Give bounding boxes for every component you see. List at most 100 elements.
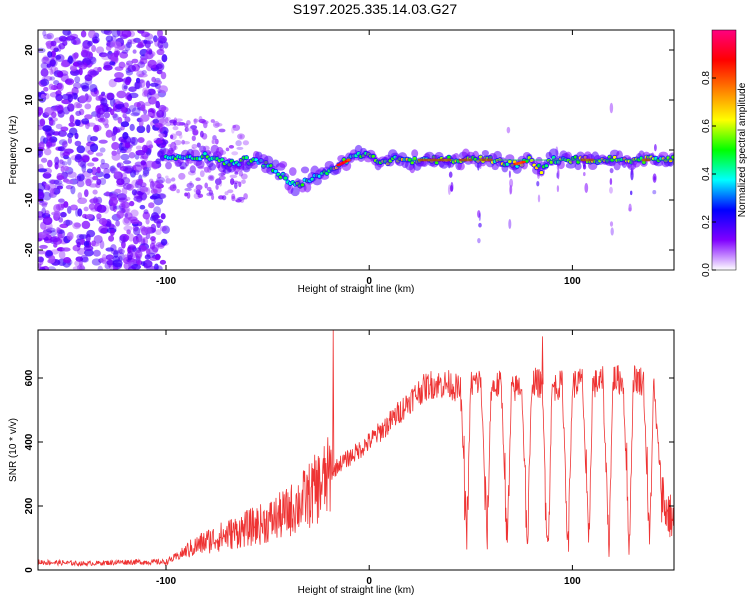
heatmap-cell [59, 149, 65, 159]
heatmap-cell [123, 212, 129, 218]
heatmap-cell [48, 254, 56, 264]
heatmap-cell [218, 195, 224, 200]
heatmap-cell [73, 82, 82, 89]
heatmap-cell [72, 39, 77, 45]
heatmap-cell [89, 56, 97, 65]
heatmap-cell [63, 106, 70, 115]
heatmap-cell [38, 263, 42, 269]
heatmap-cell [193, 188, 199, 193]
y-tick-label: -20 [24, 242, 35, 257]
heatmap-cell [60, 144, 67, 152]
heatmap-cell [290, 187, 300, 197]
heatmap-cell [99, 147, 106, 153]
heatmap-cell [150, 236, 156, 242]
heatmap-cell [240, 173, 248, 180]
heatmap-cell [184, 123, 189, 128]
heatmap-cell [137, 137, 145, 143]
heatmap-cell [95, 112, 100, 122]
heatmap-cell [220, 158, 224, 162]
heatmap-cell [145, 232, 151, 240]
heatmap-cell [133, 102, 141, 108]
heatmap-cell [68, 122, 76, 127]
heatmap-cell [142, 237, 149, 246]
heatmap-cell [136, 70, 145, 78]
heatmap-cell [160, 238, 168, 246]
heatmap-cell [478, 212, 481, 222]
heatmap-cell [92, 249, 101, 257]
heatmap-cell [40, 78, 50, 87]
heatmap-cell [193, 118, 199, 123]
snr-series-line [38, 330, 674, 568]
heatmap-cell [122, 183, 132, 190]
heatmap-cell [113, 171, 123, 180]
heatmap-cell [56, 83, 63, 90]
heatmap-cell [76, 175, 82, 182]
heatmap-cell [160, 213, 166, 220]
heatmap-cell [165, 178, 172, 184]
heatmap-cell [157, 40, 164, 49]
x-tick-label: 0 [366, 276, 372, 287]
heatmap-cell [49, 179, 60, 185]
heatmap-cell [128, 86, 137, 92]
heatmap-cell [457, 162, 465, 171]
heatmap-cell [80, 238, 86, 246]
heatmap-cell [103, 30, 113, 36]
heatmap-cell [43, 92, 50, 100]
heatmap-cell [73, 101, 81, 109]
heatmap-cell [126, 60, 133, 66]
heatmap-cell [231, 126, 235, 134]
heatmap-cell [144, 226, 153, 235]
heatmap-cell [574, 162, 582, 171]
heatmap-cell [539, 171, 544, 175]
heatmap-cell [86, 162, 95, 167]
heatmap-cell [557, 168, 560, 180]
heatmap-cell [65, 185, 73, 190]
heatmap-cell [199, 170, 205, 178]
heatmap-cell [630, 190, 633, 196]
heatmap-cell [150, 188, 158, 195]
heatmap-cell [127, 266, 137, 270]
heatmap-cell [108, 197, 119, 206]
heatmap-cell [110, 229, 115, 236]
heatmap-cell [55, 93, 63, 102]
heatmap-cell [39, 266, 46, 270]
heatmap-cell [203, 166, 210, 173]
heatmap-cell [160, 106, 169, 113]
heatmap-cell [184, 127, 189, 132]
heatmap-cell [113, 77, 124, 83]
heatmap-cell [80, 160, 87, 169]
y-tick-label: 0 [24, 147, 35, 153]
heatmap-cell [230, 178, 235, 186]
heatmap-cell [229, 174, 238, 179]
heatmap-cell [195, 189, 201, 195]
heatmap-cell [129, 38, 137, 45]
heatmap-cell [161, 54, 168, 63]
heatmap-cell [65, 179, 74, 185]
heatmap-cell [153, 218, 164, 224]
heatmap-cell [236, 146, 244, 150]
heatmap-cell [242, 140, 250, 146]
heatmap-cell [139, 187, 149, 193]
heatmap-cell [96, 178, 102, 186]
heatmap-cell [283, 176, 288, 180]
heatmap-cell [49, 44, 58, 51]
heatmap-cell [119, 233, 130, 242]
heatmap-cell [83, 189, 89, 197]
heatmap-cell [156, 173, 162, 179]
heatmap-cell [105, 92, 114, 101]
heatmap-cell [41, 207, 47, 216]
heatmap-cell [163, 41, 169, 49]
heatmap-cell [102, 117, 109, 126]
heatmap-cell [55, 55, 62, 60]
snr-y-ticks: 0 200 400 600 [24, 369, 674, 573]
heatmap-cell [118, 197, 128, 203]
heatmap-cell [98, 139, 108, 144]
heatmap-cell [149, 180, 155, 190]
heatmap-cell [144, 160, 155, 168]
heatmap-cell [53, 179, 63, 186]
heatmap-cell [612, 155, 617, 159]
heatmap-cell [182, 141, 190, 145]
heatmap-cell [131, 58, 139, 64]
snr-x-label: Height of straight line (km) [298, 585, 415, 596]
heatmap-cell [80, 30, 87, 38]
